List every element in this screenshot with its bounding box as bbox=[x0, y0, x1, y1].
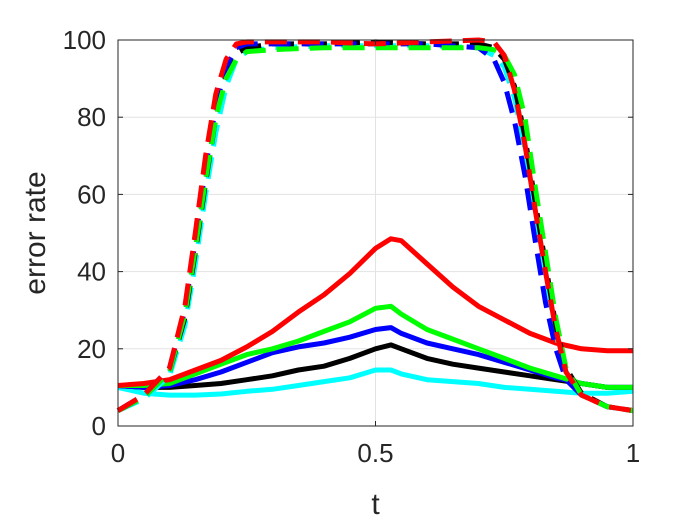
y-tick-label: 60 bbox=[77, 179, 106, 209]
y-tick-label: 100 bbox=[63, 25, 106, 55]
series-line-solid-5 bbox=[117, 236, 633, 388]
series-layer bbox=[116, 37, 634, 414]
series-line-dashed-10 bbox=[116, 37, 634, 414]
series-line-solid-1 bbox=[117, 367, 634, 398]
x-axis-label: t bbox=[371, 488, 380, 521]
x-tick-label: 0.5 bbox=[357, 438, 393, 468]
y-tick-label: 80 bbox=[77, 102, 106, 132]
x-tick-label: 1 bbox=[626, 438, 640, 468]
y-tick-label: 40 bbox=[77, 257, 106, 287]
y-tick-label: 0 bbox=[92, 411, 106, 441]
y-tick-label: 20 bbox=[77, 334, 106, 364]
tick-labels: 0 0.5 1 0 20 40 60 80 100 bbox=[63, 25, 641, 468]
y-axis-label: error rate bbox=[19, 171, 52, 294]
series-line-solid-4 bbox=[118, 303, 633, 390]
series-line-solid-2 bbox=[117, 342, 633, 390]
tick-marks bbox=[117, 39, 634, 427]
x-tick-label: 0 bbox=[111, 438, 125, 468]
